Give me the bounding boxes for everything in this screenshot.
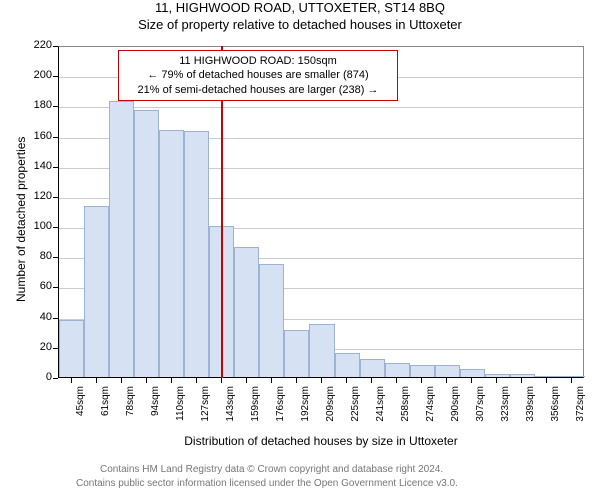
histogram-bar (184, 131, 209, 377)
histogram-bar (510, 374, 535, 377)
x-tick-mark (421, 378, 422, 383)
x-tick-label: 307sqm (475, 386, 486, 434)
histogram-bar (385, 363, 410, 377)
y-tick-label: 120 (24, 190, 52, 202)
x-tick-label: 94sqm (150, 386, 161, 434)
histogram-bar (284, 330, 309, 377)
annotation-line: 11 HIGHWOOD ROAD: 150sqm (124, 54, 392, 68)
histogram-bar (109, 101, 134, 377)
y-tick-label: 0 (24, 371, 52, 383)
y-tick-mark (53, 378, 58, 379)
footer-line-2: Contains public sector information licen… (76, 478, 458, 489)
x-tick-mark (571, 378, 572, 383)
histogram-bar (309, 324, 334, 377)
x-tick-label: 323sqm (500, 386, 511, 434)
chart-title: 11, HIGHWOOD ROAD, UTTOXETER, ST14 8BQ (0, 0, 600, 15)
histogram-bar (159, 130, 184, 377)
y-tick-label: 140 (24, 160, 52, 172)
x-tick-label: 192sqm (300, 386, 311, 434)
x-tick-mark (521, 378, 522, 383)
x-tick-mark (96, 378, 97, 383)
y-tick-mark (53, 137, 58, 138)
y-tick-label: 220 (24, 39, 52, 51)
y-tick-mark (53, 287, 58, 288)
x-tick-mark (346, 378, 347, 383)
y-tick-label: 160 (24, 130, 52, 142)
x-axis-label: Distribution of detached houses by size … (58, 434, 584, 448)
annotation-box: 11 HIGHWOOD ROAD: 150sqm← 79% of detache… (118, 50, 398, 101)
x-tick-mark (196, 378, 197, 383)
x-tick-label: 258sqm (400, 386, 411, 434)
x-tick-label: 209sqm (325, 386, 336, 434)
x-tick-mark (446, 378, 447, 383)
y-tick-label: 60 (24, 280, 52, 292)
histogram-bar (234, 247, 259, 377)
x-tick-mark (496, 378, 497, 383)
y-tick-label: 20 (24, 341, 52, 353)
histogram-bar (460, 369, 485, 377)
y-tick-mark (53, 318, 58, 319)
histogram-bar (360, 359, 385, 377)
y-tick-mark (53, 46, 58, 47)
x-tick-label: 176sqm (275, 386, 286, 434)
chart-subtitle: Size of property relative to detached ho… (0, 17, 600, 32)
y-tick-label: 80 (24, 250, 52, 262)
x-tick-label: 241sqm (375, 386, 386, 434)
x-tick-label: 110sqm (175, 386, 186, 434)
x-tick-mark (246, 378, 247, 383)
annotation-line: 21% of semi-detached houses are larger (… (124, 83, 392, 97)
x-tick-mark (271, 378, 272, 383)
x-tick-mark (471, 378, 472, 383)
x-tick-label: 61sqm (100, 386, 111, 434)
x-tick-mark (121, 378, 122, 383)
histogram-bar (410, 365, 435, 377)
annotation-line: ← 79% of detached houses are smaller (87… (124, 68, 392, 82)
x-tick-mark (296, 378, 297, 383)
x-tick-label: 143sqm (225, 386, 236, 434)
y-tick-mark (53, 76, 58, 77)
histogram-bar (134, 110, 159, 377)
x-tick-label: 127sqm (200, 386, 211, 434)
x-tick-label: 356sqm (550, 386, 561, 434)
x-tick-mark (396, 378, 397, 383)
y-tick-mark (53, 227, 58, 228)
x-tick-label: 159sqm (250, 386, 261, 434)
y-tick-label: 200 (24, 69, 52, 81)
x-tick-label: 290sqm (450, 386, 461, 434)
x-tick-mark (71, 378, 72, 383)
histogram-bar (560, 376, 585, 378)
footer-line-1: Contains HM Land Registry data © Crown c… (100, 464, 443, 475)
histogram-bar (535, 376, 560, 378)
histogram-bar (335, 353, 360, 377)
x-tick-label: 274sqm (425, 386, 436, 434)
x-tick-label: 45sqm (75, 386, 86, 434)
y-tick-mark (53, 197, 58, 198)
x-tick-label: 339sqm (525, 386, 536, 434)
y-tick-label: 40 (24, 311, 52, 323)
x-tick-mark (171, 378, 172, 383)
y-tick-label: 100 (24, 220, 52, 232)
histogram-bar (84, 206, 109, 377)
gridline (59, 107, 583, 108)
x-tick-label: 225sqm (350, 386, 361, 434)
x-tick-mark (146, 378, 147, 383)
y-tick-mark (53, 348, 58, 349)
y-tick-mark (53, 167, 58, 168)
y-tick-label: 180 (24, 99, 52, 111)
x-tick-mark (221, 378, 222, 383)
histogram-bar (435, 365, 460, 377)
y-tick-mark (53, 257, 58, 258)
x-tick-mark (321, 378, 322, 383)
x-tick-mark (546, 378, 547, 383)
x-tick-label: 78sqm (125, 386, 136, 434)
x-tick-mark (371, 378, 372, 383)
histogram-bar (59, 320, 84, 377)
x-tick-label: 372sqm (575, 386, 586, 434)
histogram-bar (485, 374, 510, 377)
y-tick-mark (53, 106, 58, 107)
histogram-bar (259, 264, 284, 377)
